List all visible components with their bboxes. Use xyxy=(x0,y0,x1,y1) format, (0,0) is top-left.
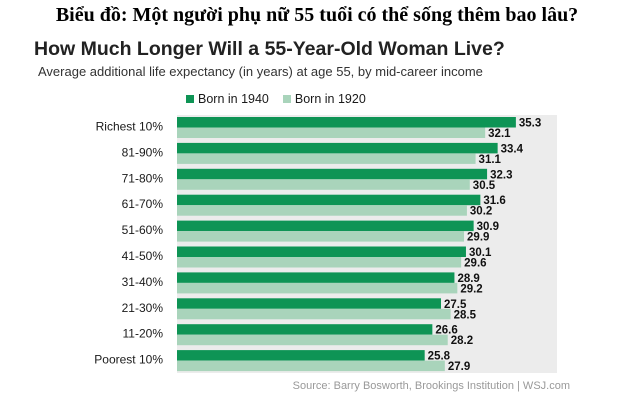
data-label-1940: 25.8 xyxy=(428,351,451,363)
category-label: 31-40% xyxy=(122,275,164,289)
bar-1940 xyxy=(177,220,474,232)
data-label-1940: 28.9 xyxy=(457,273,479,285)
category-label: 41-50% xyxy=(122,249,164,263)
bar-1920 xyxy=(177,257,462,268)
category-label: 61-70% xyxy=(122,197,164,211)
data-label-1920: 29.6 xyxy=(464,258,486,270)
data-label-1920: 32.1 xyxy=(488,128,511,140)
bar-1920 xyxy=(177,231,465,242)
bar-1920 xyxy=(177,282,458,294)
legend-item-1940: Born in 1940 xyxy=(186,92,269,106)
chart-caption: Biểu đồ: Một người phụ nữ 55 tuổi có thể… xyxy=(55,4,579,26)
category-label: Richest 10% xyxy=(96,120,164,134)
bar-1920 xyxy=(177,127,486,138)
legend-label-1920: Born in 1920 xyxy=(294,92,366,106)
data-label-1920: 30.5 xyxy=(473,180,496,192)
category-label: 51-60% xyxy=(122,223,164,237)
bar-1940 xyxy=(177,142,498,154)
legend-label-1940: Born in 1940 xyxy=(198,92,269,106)
data-label-1940: 35.3 xyxy=(519,118,541,130)
category-label: 71-80% xyxy=(122,171,164,185)
chart-subtitle: Average additional life expectancy (in y… xyxy=(38,64,483,79)
data-label-1920: 29.9 xyxy=(467,232,489,244)
data-label-1940: 32.3 xyxy=(490,169,512,181)
data-label-1920: 31.1 xyxy=(479,154,502,166)
category-label: Poorest 10% xyxy=(94,353,163,367)
bar-1920 xyxy=(177,308,451,320)
data-label-1920: 28.5 xyxy=(454,309,477,321)
bar-1920 xyxy=(177,360,445,372)
bar-1940 xyxy=(177,117,516,128)
bar-1940 xyxy=(177,350,425,361)
data-label-1920: 28.2 xyxy=(451,335,473,347)
bar-1920 xyxy=(177,334,448,346)
data-label-1940: 26.6 xyxy=(435,325,457,337)
bar-1920 xyxy=(177,153,476,164)
chart-legend: Born in 1940 Born in 1920 xyxy=(186,92,380,106)
bar-1940 xyxy=(177,298,441,309)
chart-title: How Much Longer Will a 55-Year-Old Woman… xyxy=(34,38,505,60)
data-label-1940: 30.9 xyxy=(477,221,499,233)
bar-1940 xyxy=(177,168,488,180)
data-label-1940: 33.4 xyxy=(501,143,524,155)
data-label-1940: 31.6 xyxy=(483,195,505,207)
data-label-1940: 27.5 xyxy=(444,299,467,311)
legend-swatch-1920 xyxy=(282,95,291,103)
legend-swatch-1940 xyxy=(186,95,194,103)
data-label-1920: 30.2 xyxy=(470,206,492,218)
bar-1940 xyxy=(177,272,455,283)
data-label-1940: 30.1 xyxy=(469,247,492,259)
data-label-1920: 29.2 xyxy=(460,283,482,295)
category-label: 81-90% xyxy=(122,145,164,159)
legend-item-1920: Born in 1920 xyxy=(282,92,366,106)
bar-1920 xyxy=(177,179,470,190)
bar-1940 xyxy=(177,324,433,335)
bar-1940 xyxy=(177,194,481,206)
bar-1940 xyxy=(177,246,466,257)
bar-1920 xyxy=(177,205,467,216)
data-label-1920: 27.9 xyxy=(448,361,470,373)
category-label: 11-20% xyxy=(123,327,164,341)
source-note: Source: Barry Bosworth, Brookings Instit… xyxy=(292,380,570,392)
category-label: 21-30% xyxy=(122,301,164,315)
